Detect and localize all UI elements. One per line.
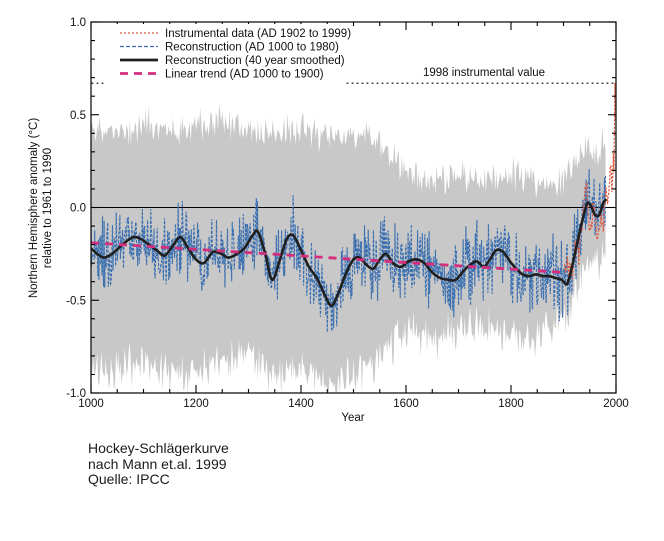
y-axis-tick-labels: -1.0 -0.5 0.0 0.5 1.0 xyxy=(66,17,86,400)
annual-reconstruction-series xyxy=(91,169,607,333)
linear-trend-line xyxy=(90,241,564,274)
x-tick-label: 2000 xyxy=(603,398,629,410)
y-tick-label: 1.0 xyxy=(70,17,86,29)
annual-reconstruction-line xyxy=(91,169,607,333)
y-tick-label: 0.5 xyxy=(70,110,86,122)
uncertainty-band-series xyxy=(91,103,606,393)
caption-line-source-author: nach Mann et.al. 1999 xyxy=(88,455,227,472)
legend-label-annual-reconstruction: Reconstruction (AD 1000 to 1980) xyxy=(165,42,339,54)
x-axis-title: Year xyxy=(341,412,364,424)
x-tick-label: 1400 xyxy=(288,398,314,410)
legend-label-linear-trend: Linear trend (AD 1000 to 1900) xyxy=(165,69,324,81)
legend-item-smoothed-reconstruction: Reconstruction (40 year smoothed) xyxy=(120,55,345,67)
smoothed-reconstruction-line xyxy=(91,198,607,308)
legend-item-annual-reconstruction: Reconstruction (AD 1000 to 1980) xyxy=(120,42,339,54)
1998-value-annotation: 1998 instrumental value xyxy=(423,67,545,79)
caption-line-title: Hockey-Schlägerkurve xyxy=(88,440,229,456)
y-tick-label: -1.0 xyxy=(66,388,86,400)
legend-background xyxy=(104,24,346,87)
legend-label-smoothed-reconstruction: Reconstruction (40 year smoothed) xyxy=(165,55,345,67)
smoothed-reconstruction-series xyxy=(91,198,607,308)
legend: Instrumental data (AD 1902 to 1999) Reco… xyxy=(104,24,351,87)
caption-line-source-org: Quelle: IPCC xyxy=(88,471,170,488)
caption: Hockey-Schlägerkurve nach Mann et.al. 19… xyxy=(88,440,229,488)
instrumental-line xyxy=(563,82,616,280)
x-tick-label: 1000 xyxy=(78,398,104,410)
legend-item-instrumental: Instrumental data (AD 1902 to 1999) xyxy=(120,28,351,40)
legend-label-instrumental: Instrumental data (AD 1902 to 1999) xyxy=(165,28,351,40)
plot-frame xyxy=(90,21,617,394)
legend-item-linear-trend: Linear trend (AD 1000 to 1900) xyxy=(120,69,324,81)
x-axis-tick-labels: 1000 1200 1400 1600 1800 2000 xyxy=(78,398,629,410)
x-tick-label: 1600 xyxy=(393,398,419,410)
x-tick-label: 1200 xyxy=(183,398,209,410)
y-axis-title-line-1: Northern Hemisphere anomaly (°C) xyxy=(28,118,40,299)
uncertainty-band xyxy=(91,103,606,393)
y-tick-label: 0.0 xyxy=(70,203,86,215)
y-tick-label: -0.5 xyxy=(66,295,86,307)
instrumental-series xyxy=(563,82,616,280)
x-tick-label: 1800 xyxy=(498,398,524,410)
y-axis-title-line-2: relative to 1961 to 1990 xyxy=(42,148,54,268)
